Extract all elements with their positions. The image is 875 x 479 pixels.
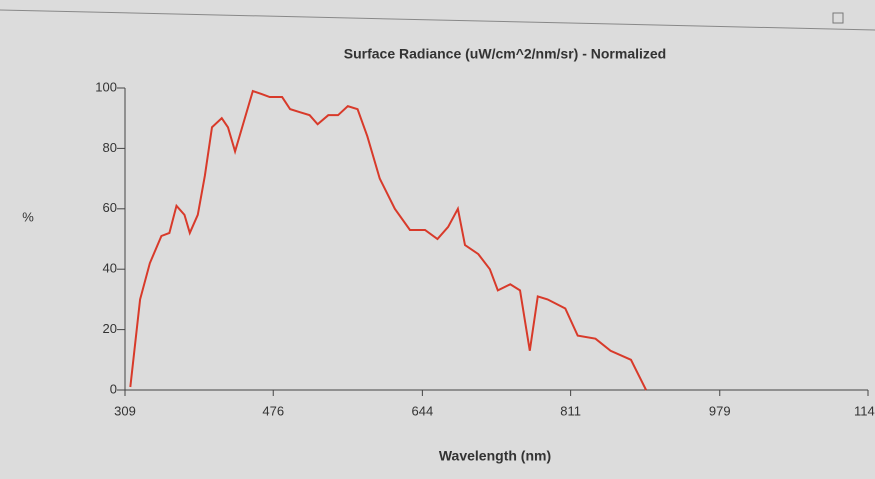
y-tick-label: 100 — [95, 79, 117, 94]
y-tick-label: 80 — [103, 140, 117, 155]
x-tick-label: 811 — [560, 403, 581, 418]
x-axis-label: Wavelength (nm) — [439, 448, 551, 464]
x-tick-label: 644 — [412, 403, 434, 418]
window-button[interactable] — [832, 12, 844, 24]
window-edge — [0, 9, 875, 31]
y-tick-label: 0 — [110, 381, 117, 396]
y-tick-label: 60 — [103, 200, 117, 215]
y-axis-label: % — [22, 209, 34, 224]
x-tick-label: 476 — [262, 403, 284, 418]
y-tick-label: 40 — [103, 261, 117, 276]
y-tick-label: 20 — [103, 321, 117, 336]
data-line — [129, 89, 647, 391]
x-tick-label: 309 — [114, 403, 136, 418]
x-tick-label: 979 — [709, 403, 731, 418]
chart-title: Surface Radiance (uW/cm^2/nm/sr) - Norma… — [344, 46, 666, 62]
x-tick-label: 1146 — [854, 403, 875, 418]
